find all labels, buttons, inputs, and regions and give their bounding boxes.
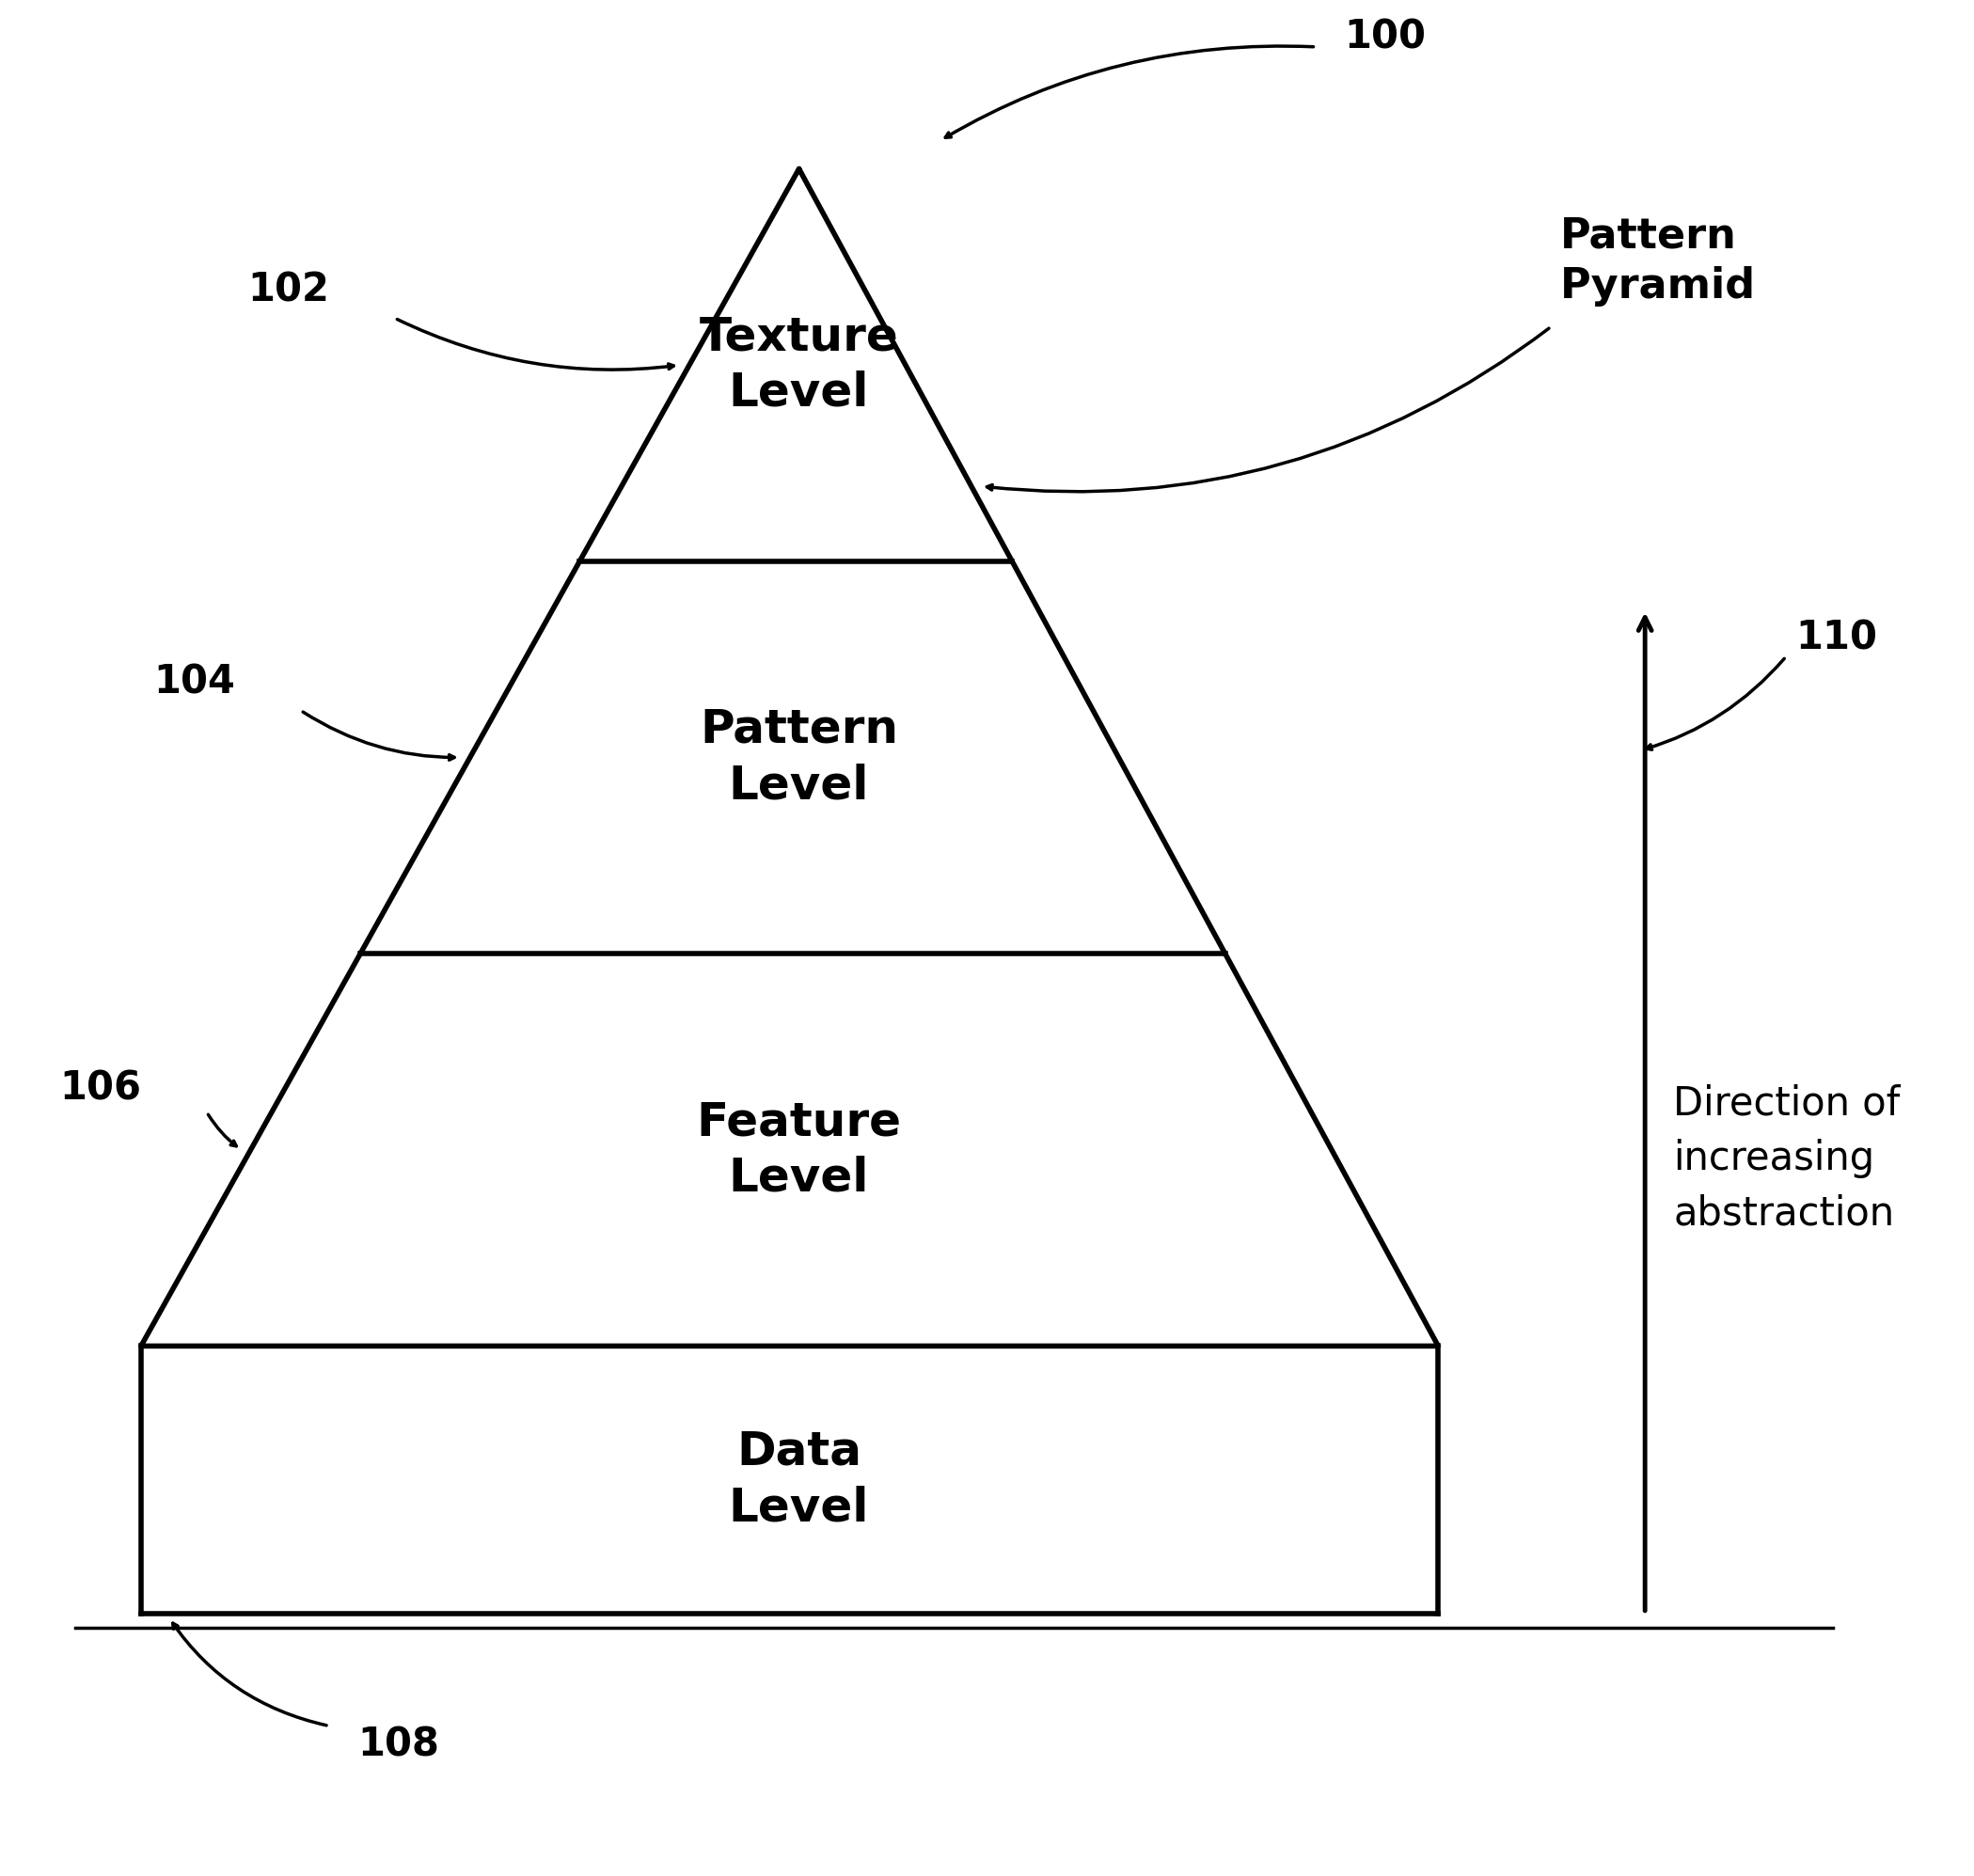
Text: Direction of
increasing
abstraction: Direction of increasing abstraction [1674,1084,1901,1233]
Text: 100: 100 [1344,17,1425,58]
Polygon shape [140,1347,1439,1613]
Text: 108: 108 [357,1724,438,1765]
Text: 110: 110 [1796,617,1877,658]
Polygon shape [361,561,1226,953]
Text: Data
Level: Data Level [728,1430,869,1531]
Text: Pattern
Level: Pattern Level [699,707,898,809]
Polygon shape [140,953,1439,1347]
Text: 102: 102 [247,270,330,310]
Text: Texture
Level: Texture Level [699,315,898,416]
Polygon shape [580,169,1013,561]
Text: Feature
Level: Feature Level [697,1099,902,1201]
Text: 104: 104 [154,662,235,702]
Text: Pattern
Pyramid: Pattern Pyramid [1559,216,1757,306]
Text: 106: 106 [59,1069,140,1109]
